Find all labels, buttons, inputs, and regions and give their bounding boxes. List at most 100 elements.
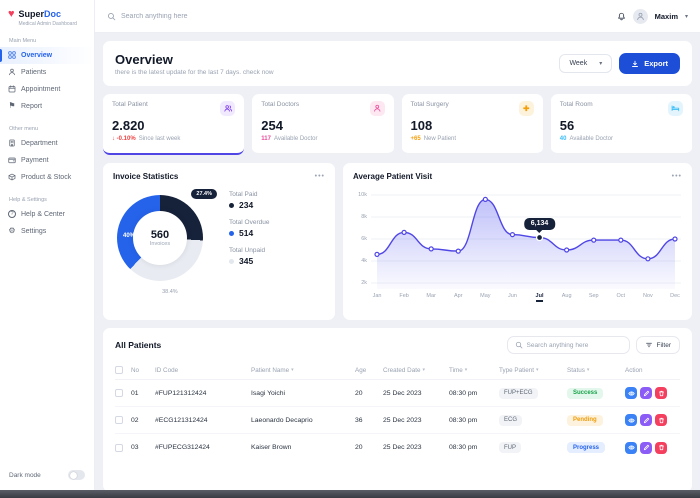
other-menu: Department Payment Product & Stock (0, 135, 94, 186)
row-checkbox[interactable] (115, 389, 123, 397)
section-label-help-settings: Help & Settings (9, 196, 47, 203)
sidebar-item-product-stock[interactable]: Product & Stock (0, 169, 94, 186)
sidebar-item-settings[interactable]: ⚙ Settings (0, 223, 94, 240)
chevron-down-icon[interactable]: ▾ (684, 13, 688, 20)
stat-card-total-room: Total Room 56 40 Available Doctor (550, 94, 692, 155)
more-menu-icon[interactable]: ••• (671, 173, 682, 180)
stat-top: Total Patient (112, 101, 236, 116)
col-patient-name[interactable]: Patient Name ▾ (251, 367, 355, 374)
pencil-icon (643, 417, 650, 424)
sidebar-item-report[interactable]: ⚑ Report (0, 98, 94, 115)
col-created-date[interactable]: Created Date ▾ (383, 367, 449, 374)
row-checkbox[interactable] (115, 443, 123, 452)
view-button[interactable] (625, 441, 637, 454)
stat-value: 2.820 (112, 118, 145, 133)
avatar[interactable] (632, 8, 648, 24)
sidebar-item-patients[interactable]: Patients (0, 64, 94, 81)
col-label: Created Date (383, 366, 421, 374)
period-select[interactable]: Week ▾ (559, 54, 613, 73)
dark-mode-toggle[interactable] (68, 470, 85, 480)
stat-card-total-patient: Total Patient 2.820 ↓ -0.10% Since last … (103, 94, 245, 155)
search-icon (515, 341, 523, 349)
col-action: Action (625, 367, 680, 374)
cell-status: Success (567, 387, 625, 399)
export-button[interactable]: Export (619, 53, 680, 74)
page-subtitle: there is the latest update for the last … (115, 68, 274, 76)
legend-item-unpaid: Total Unpaid 345 (229, 247, 269, 266)
sidebar-item-department[interactable]: Department (0, 135, 94, 152)
select-all-checkbox[interactable] (115, 366, 123, 374)
grid-icon (8, 51, 16, 59)
col-time[interactable]: Time ▾ (449, 367, 499, 374)
delete-button[interactable] (655, 387, 667, 399)
x-axis: Jan Feb Mar Apr May Jun Jul Aug Sep Oct Nov Dec (353, 293, 682, 305)
stat-value: 254 (261, 118, 283, 133)
col-type-patient[interactable]: Type Patient ▾ (499, 367, 567, 374)
doctor-chip (369, 101, 385, 116)
overview-actions: Week ▾ Export (559, 53, 680, 74)
x-axis-month: Apr (453, 293, 463, 299)
stat-delta: 117 (261, 136, 271, 142)
sidebar-item-label: Help & Center (21, 210, 65, 218)
panel-head: Invoice Statistics ••• (113, 172, 325, 181)
x-axis-month: Sep (588, 293, 599, 299)
delete-button[interactable] (655, 441, 667, 454)
delta-value: -0.10% (116, 136, 136, 142)
bell-icon[interactable] (617, 12, 626, 21)
edit-button[interactable] (640, 441, 652, 454)
legend-item-overdue: Total Overdue 514 (229, 219, 269, 238)
note-text: Available Doctor (273, 136, 318, 142)
legend-label: Total Paid (229, 191, 258, 198)
view-button[interactable] (625, 387, 637, 399)
sidebar-item-appointment[interactable]: Appointment (0, 81, 94, 98)
col-label: Type Patient (499, 366, 535, 374)
cell-age: 20 (355, 444, 363, 451)
filter-button[interactable]: Filter (635, 336, 680, 354)
x-axis-month: Mar (426, 293, 436, 299)
col-status[interactable]: Status ▾ (567, 367, 625, 374)
col-id-code: ID Code (155, 367, 251, 374)
cell-type: FUP (499, 442, 567, 453)
users-icon (224, 104, 233, 113)
table-search (506, 336, 630, 354)
sidebar-item-help-center[interactable]: ? Help & Center (0, 206, 94, 223)
status-badge: Pending (567, 414, 603, 426)
col-label: Time (449, 366, 463, 374)
row-checkbox[interactable] (115, 416, 123, 424)
app-title: SuperDoc (19, 9, 77, 19)
donut-center: 560 Invoices (133, 211, 187, 265)
search-input[interactable] (121, 12, 251, 20)
user-icon (636, 12, 645, 21)
edit-button[interactable] (640, 414, 652, 426)
more-menu-icon[interactable]: ••• (314, 173, 325, 180)
cell-type: FUP+ECG (499, 387, 567, 399)
flag-icon: ⚑ (8, 101, 16, 110)
calendar-icon (8, 85, 16, 93)
pencil-icon (643, 390, 650, 397)
cell-no: 03 (131, 444, 139, 451)
sidebar-item-overview[interactable]: Overview (0, 46, 94, 64)
search-icon (107, 12, 116, 21)
legend-label: Total Overdue (229, 219, 270, 226)
x-axis-month: Oct (616, 293, 626, 299)
view-button[interactable] (625, 414, 637, 426)
sidebar: ♥ SuperDoc Medical Admin Dashboard Main … (0, 0, 95, 490)
cell-patient-name: Isagi Yoichi (251, 389, 286, 397)
table-search-input[interactable] (526, 341, 622, 349)
app-subtitle: Medical Admin Dashboard (18, 20, 77, 27)
invoice-donut-chart: 560 Invoices 27.4% 38.4% 40% (115, 189, 217, 295)
segment-label-overdue: 40% (123, 233, 136, 239)
bed-icon (671, 104, 680, 113)
gear-icon: ⚙ (8, 226, 16, 235)
building-icon (8, 139, 16, 147)
section-label-main-menu: Main Menu (9, 37, 37, 44)
col-no: No (131, 367, 155, 374)
sidebar-item-payment[interactable]: Payment (0, 152, 94, 169)
y-axis-tick: 2k (361, 280, 367, 286)
panel-head: Average Patient Visit ••• (353, 172, 682, 181)
edit-button[interactable] (640, 387, 652, 399)
delete-button[interactable] (655, 414, 667, 426)
legend-label: Total Unpaid (229, 247, 266, 254)
all-patients-panel: All Patients Filter No ID Code Patient N… (103, 328, 692, 490)
cell-id-code: #FUP121312424 (155, 389, 207, 397)
